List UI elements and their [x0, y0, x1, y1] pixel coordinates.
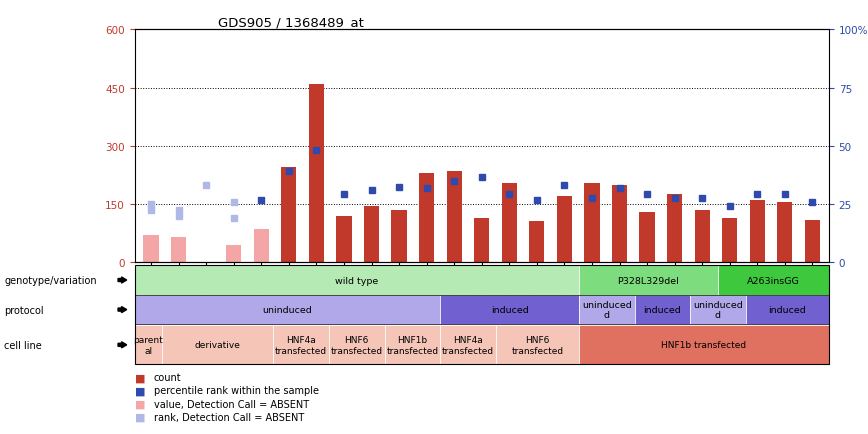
Text: A263insGG: A263insGG	[747, 276, 799, 285]
Text: HNF6
transfected: HNF6 transfected	[511, 335, 563, 355]
Bar	[474, 218, 490, 263]
Text: uninduced
d: uninduced d	[582, 300, 632, 319]
Text: genotype/variation: genotype/variation	[4, 276, 97, 285]
Bar	[171, 237, 187, 263]
Bar	[419, 174, 434, 263]
Bar	[529, 222, 544, 263]
Text: wild type: wild type	[335, 276, 378, 285]
Bar	[309, 85, 324, 263]
Text: induced: induced	[490, 306, 529, 314]
Text: HNF6
transfected: HNF6 transfected	[331, 335, 383, 355]
Text: HNF4a
transfected: HNF4a transfected	[275, 335, 327, 355]
Bar	[777, 203, 792, 263]
Text: ■: ■	[135, 412, 145, 421]
Text: ■: ■	[135, 373, 145, 382]
Bar	[667, 195, 682, 263]
Text: count: count	[154, 373, 181, 382]
Bar	[612, 185, 627, 263]
Text: percentile rank within the sample: percentile rank within the sample	[154, 386, 319, 395]
Text: ■: ■	[135, 386, 145, 395]
Text: value, Detection Call = ABSENT: value, Detection Call = ABSENT	[154, 399, 309, 408]
Bar	[557, 197, 572, 263]
Bar	[364, 207, 379, 263]
Text: HNF1b transfected: HNF1b transfected	[661, 341, 746, 349]
Text: ■: ■	[135, 399, 145, 408]
Bar	[805, 220, 820, 263]
Text: cell line: cell line	[4, 340, 42, 350]
Text: induced: induced	[643, 306, 681, 314]
Bar	[640, 212, 654, 263]
Text: uninduced: uninduced	[262, 306, 312, 314]
Bar	[722, 218, 737, 263]
Bar	[337, 216, 352, 263]
Bar	[584, 183, 600, 263]
Text: rank, Detection Call = ABSENT: rank, Detection Call = ABSENT	[154, 412, 304, 421]
Bar	[227, 245, 241, 263]
Text: HNF1b
transfected: HNF1b transfected	[386, 335, 438, 355]
Text: uninduced
d: uninduced d	[693, 300, 743, 319]
Bar	[750, 201, 765, 263]
Text: GDS905 / 1368489_at: GDS905 / 1368489_at	[218, 16, 364, 29]
Text: induced: induced	[768, 306, 806, 314]
Bar	[281, 168, 297, 263]
Bar	[502, 183, 516, 263]
Bar	[447, 171, 462, 263]
Bar	[391, 210, 406, 263]
Text: derivative: derivative	[195, 341, 240, 349]
Bar	[143, 236, 159, 263]
Bar	[694, 210, 710, 263]
Text: protocol: protocol	[4, 305, 44, 315]
Text: parent
al: parent al	[134, 335, 163, 355]
Text: HNF4a
transfected: HNF4a transfected	[442, 335, 494, 355]
Text: P328L329del: P328L329del	[617, 276, 680, 285]
Bar	[253, 230, 269, 263]
